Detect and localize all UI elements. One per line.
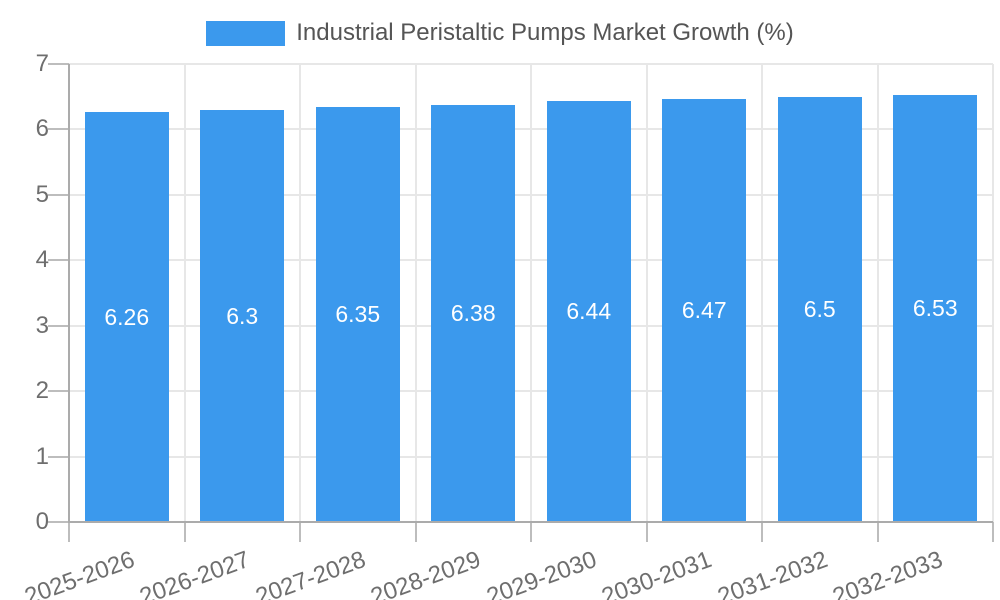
bar-value-label: 6.35 — [335, 301, 381, 328]
x-tick-mark — [68, 522, 70, 542]
bar-value-label: 6.26 — [104, 304, 150, 331]
bar[interactable] — [662, 98, 747, 522]
x-tick-mark — [645, 522, 648, 542]
x-tick-mark — [299, 522, 301, 542]
bar-value-label: 6.44 — [566, 298, 612, 325]
y-tick-mark — [48, 324, 69, 327]
x-tick-mark — [183, 522, 186, 542]
legend-label: Industrial Peristaltic Pumps Market Grow… — [296, 19, 794, 46]
x-tick-mark — [414, 522, 417, 542]
gridline-v — [876, 64, 879, 522]
gridline-v — [299, 64, 301, 522]
y-tick-mark — [48, 63, 69, 65]
y-tick-mark — [48, 193, 69, 196]
y-axis-tick-label: 2 — [35, 377, 49, 405]
y-tick-mark — [48, 390, 69, 393]
x-tick-mark — [992, 522, 994, 542]
x-tick-mark — [761, 522, 763, 542]
bar-value-label: 6.38 — [450, 300, 496, 327]
bar-value-label: 6.3 — [226, 302, 259, 329]
gridline-v — [645, 64, 648, 522]
bar-value-label: 6.53 — [912, 295, 958, 322]
bar[interactable] — [84, 112, 169, 522]
bar-value-label: 6.5 — [803, 296, 836, 323]
y-axis-tick-label: 1 — [35, 442, 49, 470]
bar[interactable] — [893, 94, 978, 522]
legend-swatch-icon — [206, 20, 286, 46]
gridline-v — [761, 64, 763, 522]
y-axis-tick-label: 5 — [35, 180, 49, 208]
x-tick-mark — [876, 522, 879, 542]
y-axis-tick-label: 3 — [35, 311, 49, 339]
y-tick-mark — [48, 259, 69, 262]
bar[interactable] — [777, 96, 862, 522]
bar[interactable] — [200, 109, 285, 522]
y-axis-tick-label: 7 — [35, 50, 49, 77]
bar[interactable] — [546, 100, 631, 522]
y-axis-tick-label: 0 — [35, 508, 49, 535]
gridline-v — [992, 64, 994, 522]
bar[interactable] — [315, 106, 400, 522]
x-tick-mark — [530, 522, 532, 542]
y-tick-mark — [48, 521, 69, 523]
y-axis-tick-label: 6 — [35, 115, 49, 143]
bar-value-label: 6.47 — [681, 297, 727, 324]
y-tick-mark — [48, 128, 69, 131]
x-axis-line — [69, 521, 993, 523]
chart-legend[interactable]: Industrial Peristaltic Pumps Market Grow… — [0, 19, 1000, 47]
gridline-v — [530, 64, 532, 522]
y-tick-mark — [48, 455, 69, 458]
gridline-v — [414, 64, 417, 522]
bar[interactable] — [431, 104, 516, 522]
gridline-v — [183, 64, 186, 522]
y-axis-line — [68, 64, 70, 523]
y-axis-tick-label: 4 — [35, 246, 49, 274]
